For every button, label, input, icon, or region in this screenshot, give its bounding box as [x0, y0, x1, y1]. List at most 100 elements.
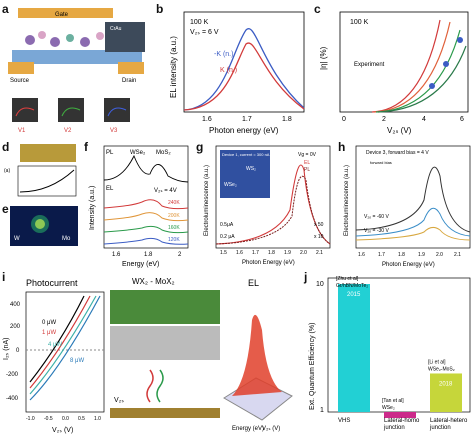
bar-note-0: Gr/hBN/MoTe₂: [336, 283, 368, 289]
svg-text:120K: 120K: [168, 237, 180, 243]
svg-text:2: 2: [382, 116, 386, 123]
svg-text:Energy (eV): Energy (eV): [122, 261, 159, 268]
svg-text:1: 1: [320, 407, 324, 414]
source-label: Source: [10, 78, 30, 84]
svg-text:-400: -400: [6, 396, 19, 402]
svg-text:1 μW: 1 μW: [42, 330, 56, 336]
panel-c: c 100 K Experiment 0 2 4 6 V₂ₛ (V) |η| (…: [312, 0, 474, 140]
svg-text:1.8: 1.8: [268, 250, 275, 256]
panel-e-label: e: [2, 202, 9, 216]
device-image-g: [220, 150, 270, 198]
series-minus-k: [183, 28, 305, 111]
svg-text:Photon Energy (eV): Photon Energy (eV): [382, 262, 435, 268]
panel-b: b 100 K V₂ₛ = 6 V -K (n.) K (n.) 1.6 1.7…: [154, 0, 312, 140]
svg-text:x 10: x 10: [314, 234, 324, 240]
svg-text:10: 10: [316, 281, 324, 288]
category-label-2: junction: [429, 425, 451, 431]
panel-d: d (a): [0, 140, 80, 202]
bar-year-0: 2015: [347, 292, 361, 298]
svg-text:2.0: 2.0: [436, 252, 443, 258]
svg-text:V₂ₒ = -30 V: V₂ₒ = -30 V: [364, 228, 389, 234]
panel-e: e W Mo: [0, 202, 80, 250]
svg-text:EL: EL: [106, 186, 114, 192]
y-axis-label-j: Ext. Quantum Efficiency (%): [309, 323, 316, 410]
temp-label: 100 K: [190, 19, 209, 26]
svg-text:Intensity (a.u.): Intensity (a.u.): [89, 186, 96, 230]
svg-text:1.7: 1.7: [252, 250, 259, 256]
svg-text:MoS₂: MoS₂: [156, 150, 171, 156]
chart-c: 100 K Experiment 0 2 4 6 V₂ₛ (V) |η| (%): [319, 11, 469, 135]
gate-electrode: [18, 8, 113, 18]
source-electrode: [8, 62, 34, 74]
experiment-point: [457, 37, 463, 43]
svg-text:2.0: 2.0: [300, 250, 307, 256]
svg-text:EL: EL: [304, 160, 310, 166]
svg-text:Mo: Mo: [62, 236, 71, 242]
svg-text:Photon Energy (eV): Photon Energy (eV): [242, 260, 295, 266]
device-image-d: [20, 144, 76, 162]
vds-label: V₂ₛ = 6 V: [190, 29, 219, 36]
svg-text:WS₂: WS₂: [246, 166, 256, 172]
svg-text:0: 0: [342, 116, 346, 123]
el-title: EL: [248, 278, 259, 288]
y-axis-label-b: EL intensity (a.u.): [169, 36, 178, 98]
bar-note-2: WSe₂-MoS₂: [428, 366, 455, 372]
bar-note-0: [Zhu et al]: [336, 276, 359, 282]
svg-text:V1: V1: [18, 128, 26, 134]
category-label-0: VHS: [338, 418, 350, 424]
experiment-point: [429, 83, 435, 89]
svg-text:Vg = 0V: Vg = 0V: [298, 152, 317, 158]
curve-400nm: [375, 29, 461, 113]
category-label-1: Lateral-homo: [384, 418, 420, 424]
chart-g: Device 1, current = 300 nA WSe₂ WS₂ Vg =…: [204, 145, 331, 266]
lattice-top: [110, 290, 220, 324]
chart-j: 10 1 Ext. Quantum Efficiency (%) 2015 [Zh…: [309, 276, 471, 431]
svg-text:(a): (a): [4, 168, 10, 174]
svg-text:WSe₂: WSe₂: [130, 150, 146, 156]
panel-f: f PL WSe₂ MoS₂ EL V₂ₛ = 4V 240K 200K 160…: [82, 140, 192, 270]
bar-0: [338, 284, 370, 412]
svg-text:1.5: 1.5: [220, 250, 227, 256]
substrate: [110, 408, 220, 418]
svg-text:4 μW: 4 μW: [48, 342, 62, 348]
x-axis-label-c: V₂ₛ (V): [387, 126, 412, 135]
drain-label: Drain: [122, 78, 136, 84]
svg-text:8 μW: 8 μW: [70, 358, 84, 364]
svg-text:0.2 μA: 0.2 μA: [220, 234, 235, 240]
svg-text:I₂ₛ (nA): I₂ₛ (nA): [3, 338, 10, 360]
svg-text:V₂ₛ = 4V: V₂ₛ = 4V: [154, 188, 177, 194]
drain-electrode: [118, 62, 144, 74]
svg-text:-1.0: -1.0: [26, 416, 35, 422]
svg-text:x 50: x 50: [314, 222, 324, 228]
svg-text:Electroluminescence (a.u.): Electroluminescence (a.u.): [204, 165, 210, 236]
bar-note-2: [Li et al]: [428, 359, 446, 365]
heterostructure-label: WX₂ - MoX₂: [132, 277, 175, 286]
series-k: [183, 42, 305, 111]
svg-text:0: 0: [16, 348, 20, 354]
svg-text:Device 1, current = 300 nA: Device 1, current = 300 nA: [222, 152, 270, 157]
svg-text:200K: 200K: [168, 213, 180, 219]
svg-text:V₂ₛ (V): V₂ₛ (V): [262, 426, 280, 432]
panel-j: j 10 1 Ext. Quantum Efficiency (%) 2015 […: [302, 270, 474, 438]
svg-text:forward bias: forward bias: [370, 160, 392, 165]
svg-text:400: 400: [10, 302, 21, 308]
legend-k: K (n.): [220, 67, 237, 74]
panel-h: h Device 3, forward bias = 4 V forward b…: [336, 140, 474, 270]
svg-text:Electroluminescence (a.u.): Electroluminescence (a.u.): [344, 165, 350, 236]
image-e: W Mo: [10, 206, 78, 246]
gate-label: Gate: [55, 12, 69, 18]
svg-text:1.8: 1.8: [398, 252, 405, 258]
curve-500nm: [377, 45, 467, 113]
lattice-bottom: [110, 326, 220, 360]
svg-text:1.0: 1.0: [94, 416, 101, 422]
panel-i-label: i: [2, 270, 6, 284]
chart-d: (a): [4, 144, 77, 197]
svg-text:100 K: 100 K: [350, 19, 369, 26]
svg-text:V₂ₒ = -60 V: V₂ₒ = -60 V: [364, 214, 389, 220]
svg-text:V₂ₛ (V): V₂ₛ (V): [52, 427, 73, 434]
panel-d-label: d: [2, 140, 10, 154]
panel-g: g Device 1, current = 300 nA WSe₂ WS₂ Vg…: [194, 140, 334, 270]
svg-text:1.8: 1.8: [144, 252, 153, 258]
category-label-2: Lateral-hetero: [430, 418, 468, 424]
dielectric-layer: [12, 50, 142, 64]
